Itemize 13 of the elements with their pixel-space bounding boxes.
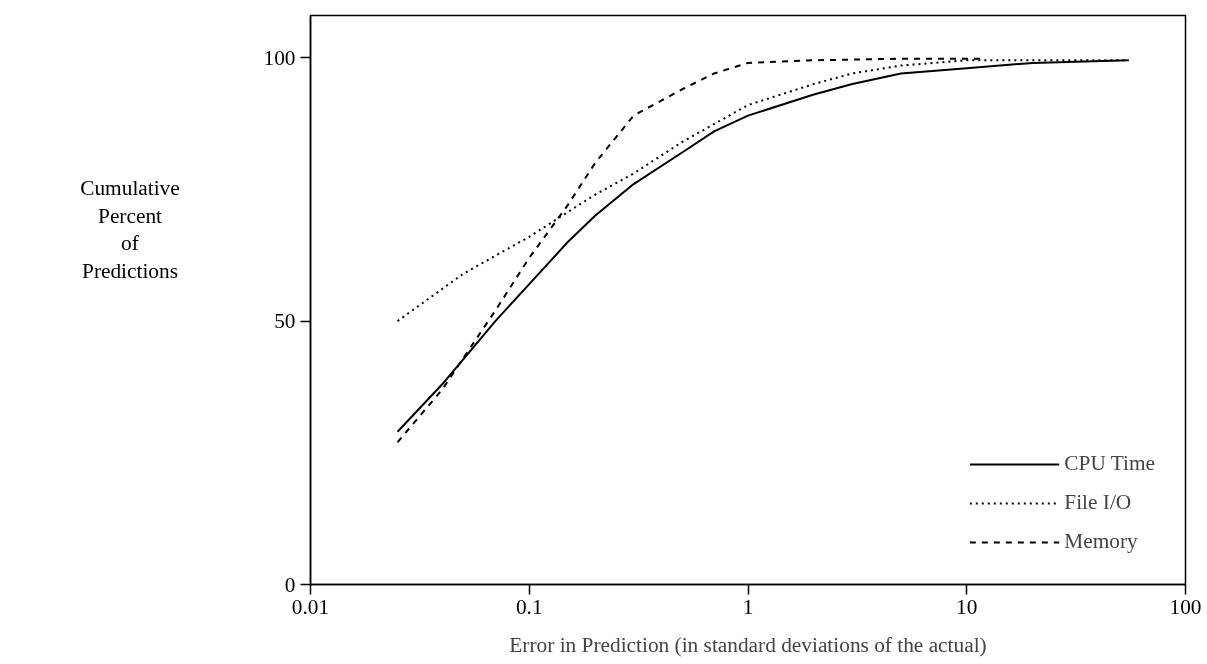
legend-label: File I/O	[1064, 490, 1132, 515]
x-axis-title: Error in Prediction (in standard deviations of the actual)	[509, 632, 987, 657]
y-tick-label: 50	[274, 309, 296, 334]
y-tick-label: 100	[263, 45, 296, 70]
y-axis-title: Cumulative Percent of Predictions	[80, 175, 180, 286]
x-tick-label: 0.01	[291, 594, 330, 619]
x-tick-label: 1	[742, 594, 754, 619]
x-tick-label: 100	[1169, 594, 1202, 619]
x-tick-label: 0.1	[515, 594, 543, 619]
y-tick-label: 0	[284, 572, 296, 597]
legend-label: CPU Time	[1064, 451, 1155, 476]
legend-label: Memory	[1064, 529, 1138, 554]
x-tick-label: 10	[956, 594, 978, 619]
